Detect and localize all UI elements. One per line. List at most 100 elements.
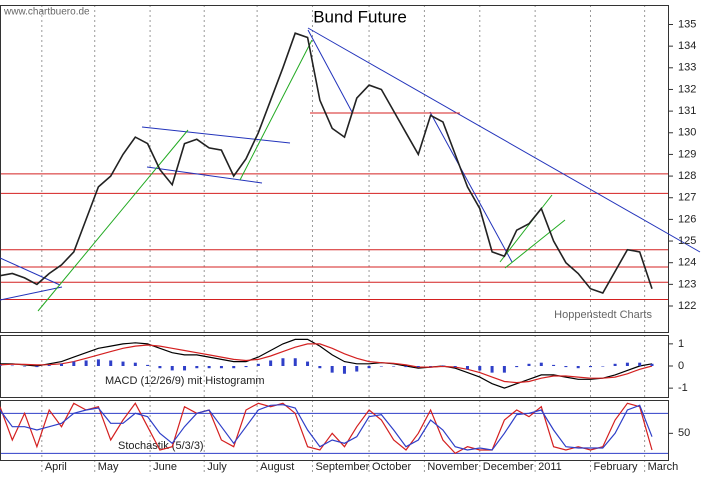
histogram-bar xyxy=(404,366,408,368)
histogram-bar xyxy=(133,362,137,366)
price-panel xyxy=(0,5,669,333)
histogram-bar xyxy=(170,366,174,371)
histogram-bar xyxy=(293,358,297,366)
y-tick-label: 135 xyxy=(678,18,696,30)
histogram-bar xyxy=(552,364,556,366)
y-tick-label: 50 xyxy=(678,427,690,439)
histogram-bar xyxy=(146,364,150,366)
histogram-bar xyxy=(429,366,433,367)
histogram-bar xyxy=(638,362,642,366)
y-tick-label: 122 xyxy=(678,300,696,312)
series-line xyxy=(0,404,653,451)
histogram-bar xyxy=(318,366,322,369)
histogram-bar xyxy=(183,366,187,371)
series-line xyxy=(0,343,653,384)
histogram-bar xyxy=(478,366,482,371)
histogram-bar xyxy=(23,366,27,367)
x-tick-label: April xyxy=(45,461,67,473)
x-tick-label: March xyxy=(648,461,679,473)
histogram-bar xyxy=(207,366,211,369)
histogram-bar xyxy=(490,366,494,373)
histogram-bar xyxy=(502,366,506,373)
y-tick-label: 130 xyxy=(678,127,696,139)
y-tick-label: 1 xyxy=(678,338,684,350)
trend-line xyxy=(141,126,291,144)
trend-line xyxy=(499,194,553,263)
histogram-bar xyxy=(281,358,285,366)
histogram-bar xyxy=(453,366,457,368)
x-tick-label: September xyxy=(315,461,369,473)
y-tick-label: 125 xyxy=(678,235,696,247)
histogram-bar xyxy=(60,363,64,366)
histogram-bar xyxy=(35,366,39,368)
trend-line xyxy=(239,39,313,181)
trend-line xyxy=(307,27,701,253)
series-line xyxy=(0,32,653,294)
histogram-bar xyxy=(625,362,629,366)
chart-title: Bund Future xyxy=(313,7,407,26)
y-tick-label: 132 xyxy=(678,83,696,95)
histogram-bar xyxy=(355,366,359,372)
histogram-bar xyxy=(515,366,519,368)
y-tick-label: -1 xyxy=(678,382,688,394)
trend-line xyxy=(37,129,189,312)
histogram-bar xyxy=(306,361,310,366)
histogram-bar xyxy=(0,364,2,366)
trend-line xyxy=(429,111,513,263)
trend-line xyxy=(146,166,263,184)
x-tick-label: June xyxy=(153,461,177,473)
histogram-bar xyxy=(330,366,334,373)
histogram-bar xyxy=(121,361,125,366)
histogram-bar xyxy=(465,366,469,370)
histogram-bar xyxy=(244,366,248,368)
y-tick-label: 124 xyxy=(678,257,696,269)
macd-title: MACD (12/26/9) mit Histogramm xyxy=(105,375,265,387)
y-tick-label: 133 xyxy=(678,62,696,74)
trend-line xyxy=(0,286,63,301)
y-tick-label: 0 xyxy=(678,360,684,372)
histogram-bar xyxy=(527,363,531,366)
y-tick-label: 134 xyxy=(678,40,696,52)
trend-line xyxy=(307,29,353,113)
histogram-bar xyxy=(158,366,162,369)
x-tick-label: August xyxy=(260,461,294,473)
histogram-bar xyxy=(601,366,605,367)
y-tick-label: 129 xyxy=(678,148,696,160)
y-tick-label: 126 xyxy=(678,213,696,225)
histogram-bar xyxy=(72,361,76,366)
histogram-bar xyxy=(232,366,236,369)
histogram-bar xyxy=(96,359,100,366)
histogram-bar xyxy=(613,363,617,366)
y-tick-label: 127 xyxy=(678,192,696,204)
histogram-bar xyxy=(539,362,543,366)
histogram-bar xyxy=(342,366,346,374)
histogram-bar xyxy=(269,360,273,366)
histogram-bar xyxy=(564,366,568,368)
source: Hoppenstedt Charts xyxy=(554,309,652,321)
histogram-bar xyxy=(47,365,51,366)
histogram-bar xyxy=(441,365,445,367)
x-tick-label: May xyxy=(98,461,119,473)
trend-line xyxy=(0,257,61,286)
histogram-bar xyxy=(588,366,592,368)
histogram-bar xyxy=(195,366,199,369)
histogram-bar xyxy=(109,360,113,366)
histogram-bar xyxy=(219,366,223,369)
histogram-bar xyxy=(10,365,14,367)
x-tick-label: July xyxy=(207,461,227,473)
histogram-bar xyxy=(379,366,383,367)
series-line xyxy=(0,338,653,389)
stoch-title: Stochastik (5/3/3) xyxy=(118,440,204,452)
histogram-bar xyxy=(256,363,260,366)
stoch-panel xyxy=(0,400,669,461)
watermark: www.chartbuero.de xyxy=(3,7,90,18)
histogram-bar xyxy=(84,360,88,366)
y-tick-label: 123 xyxy=(678,278,696,290)
x-tick-label: 2011 xyxy=(538,461,562,473)
x-tick-label: November xyxy=(427,461,478,473)
y-tick-label: 128 xyxy=(678,170,696,182)
y-tick-label: 131 xyxy=(678,105,696,117)
trend-line xyxy=(504,219,566,269)
